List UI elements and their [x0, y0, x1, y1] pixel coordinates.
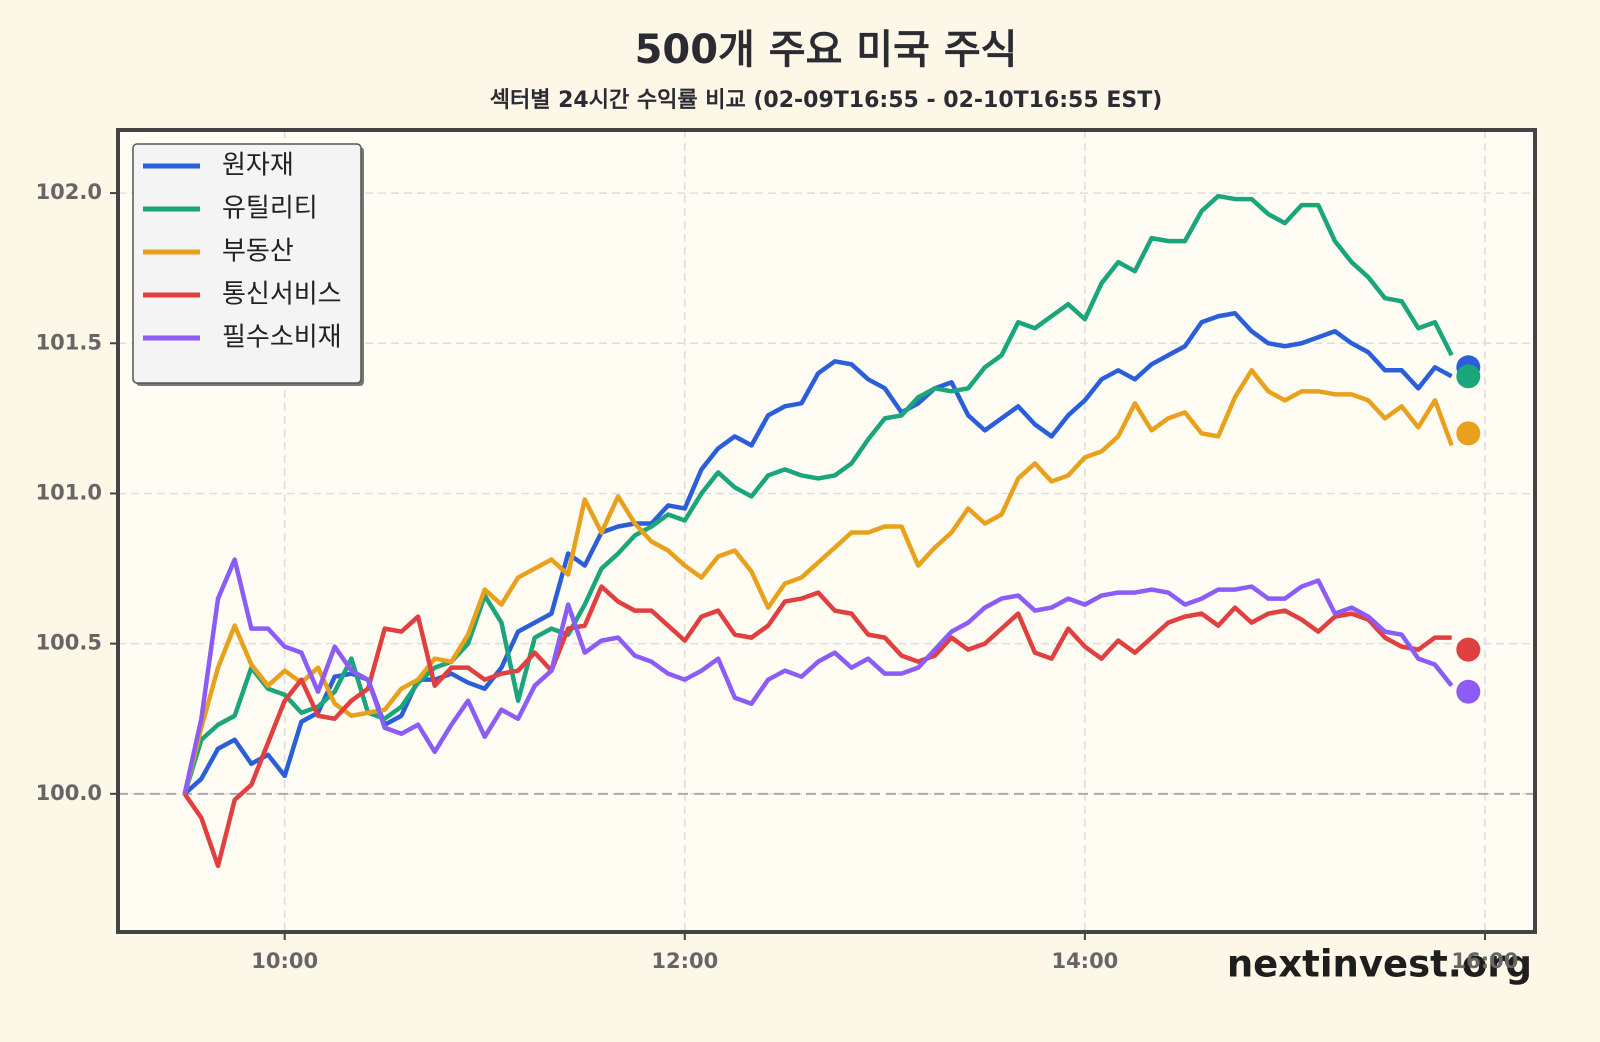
legend-label: 유틸리티 — [222, 194, 318, 224]
end-marker — [1456, 364, 1481, 389]
end-marker — [1456, 637, 1481, 662]
y-tick-label: 100.5 — [36, 631, 102, 655]
series-line — [182, 557, 1454, 795]
plot-frame — [116, 128, 1537, 934]
series-line — [183, 310, 1453, 796]
series-line — [182, 368, 1454, 795]
series-line — [182, 584, 1452, 869]
y-tick-label: 102.0 — [36, 180, 102, 204]
watermark: nextinvest.org — [1227, 943, 1532, 986]
y-tick-label: 101.5 — [36, 330, 102, 354]
lines — [182, 193, 1481, 869]
chart-subtitle: 섹터별 24시간 수익률 비교 (02-09T16:55 - 02-10T16:… — [490, 88, 1163, 113]
legend-label: 통신서비스 — [222, 280, 342, 310]
y-tick-label: 100.0 — [36, 781, 102, 805]
y-tick-label: 101.0 — [36, 480, 102, 504]
legend-label: 필수소비재 — [222, 323, 342, 353]
end-marker — [1456, 679, 1481, 704]
end-marker — [1456, 421, 1481, 446]
x-tick-label: 16:00 — [1452, 949, 1519, 973]
x-tick-label: 10:00 — [251, 949, 318, 973]
legend-label: 부동산 — [222, 237, 294, 267]
x-tick-label: 14:00 — [1051, 949, 1118, 973]
legend-box — [132, 143, 362, 384]
legend-label: 원자재 — [222, 151, 294, 181]
chart-title: 500개 주요 미국 주식 — [635, 27, 1018, 73]
series-line — [182, 193, 1454, 795]
x-tick-label: 12:00 — [651, 949, 718, 973]
